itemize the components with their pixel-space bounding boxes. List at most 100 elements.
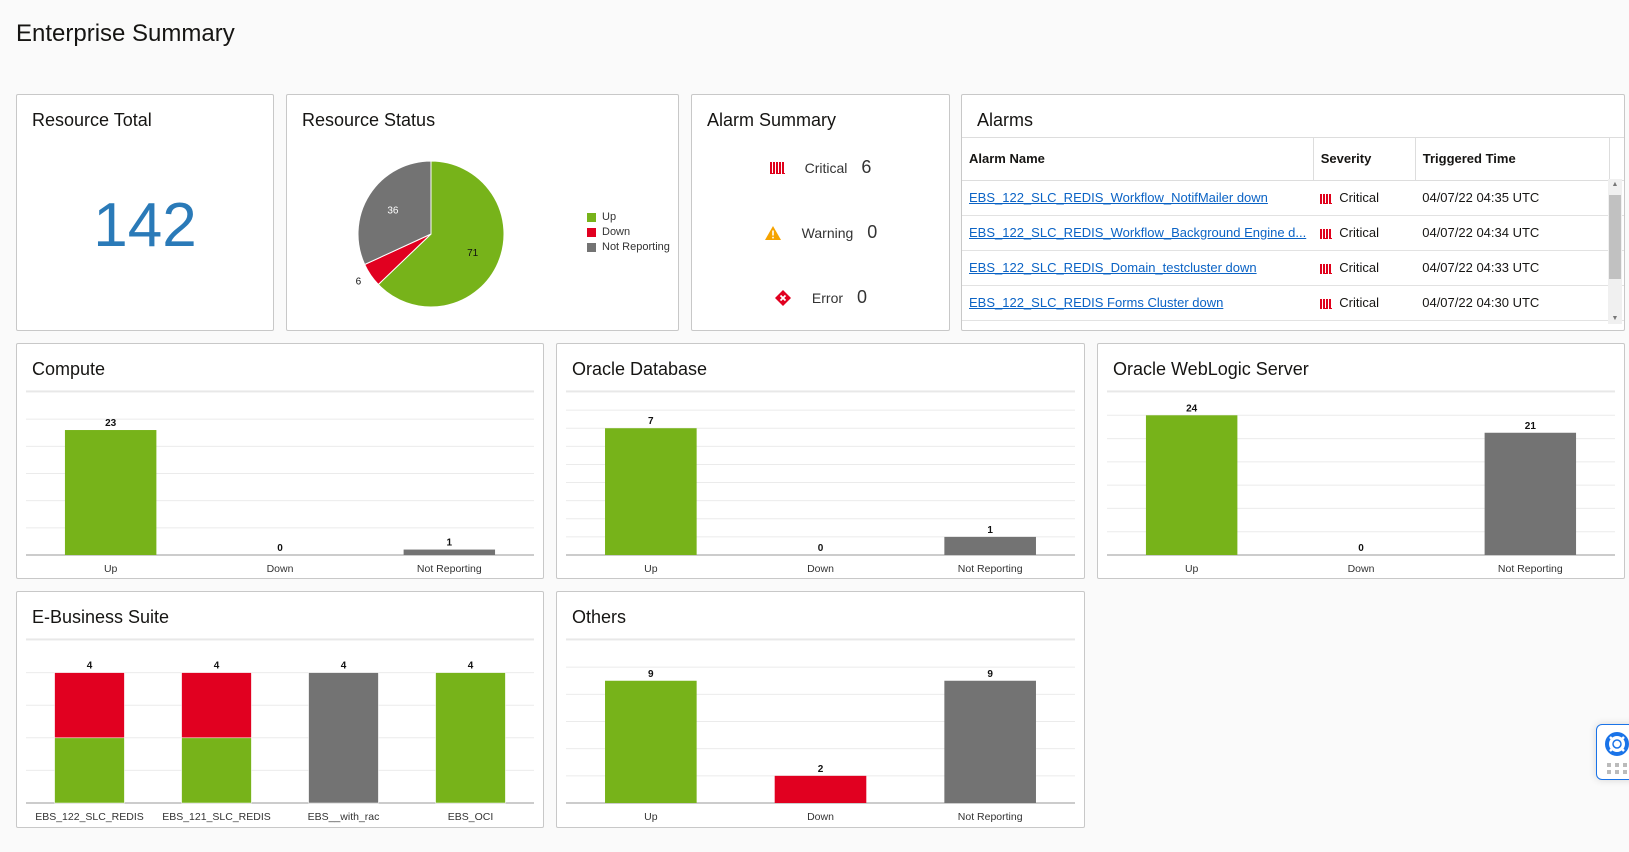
bar-segment-up[interactable] (54, 737, 125, 804)
pie-data-label: 36 (387, 206, 399, 217)
table-row[interactable]: EBS_122_SLC_REDIS_Domain_testcluster dow… (962, 250, 1624, 286)
ebusiness-suite-bar-chart: 4 EBS_122_SLC_REDIS 4 EBS_121_SLC_REDIS 4 EBS… (26, 638, 534, 823)
bar-data-label: 7 (648, 416, 654, 427)
bar-data-label: 4 (87, 661, 93, 672)
triggered-time-cell: 04/07/22 04:30 UTC (1415, 285, 1624, 321)
pie-slice-up[interactable] (377, 160, 505, 308)
bar-not-reporting[interactable] (944, 536, 1036, 555)
legend-item-not-reporting[interactable]: Not Reporting (587, 241, 670, 253)
severity-label: Critical (1339, 190, 1379, 205)
panel-title: Resource Status (302, 110, 436, 130)
x-tick-label: Not Reporting (958, 563, 1023, 575)
legend-label: Down (602, 226, 631, 238)
bar-not-reporting[interactable] (1484, 432, 1577, 555)
alarm-summary-critical[interactable]: Critical 6 (692, 157, 949, 178)
table-row[interactable]: EBS_122_SLC_REDIS_Workflow_NotifMailer d… (962, 180, 1624, 216)
bar-up[interactable] (605, 680, 697, 803)
scroll-down-icon[interactable]: ▼ (1611, 315, 1619, 322)
help-widget-button[interactable] (1596, 724, 1629, 780)
bar-segment-up[interactable] (181, 737, 252, 804)
x-tick-label: Down (807, 563, 834, 575)
alarm-summary-error[interactable]: Error 0 (692, 287, 949, 308)
bar-segment-up[interactable] (435, 672, 506, 804)
bar-data-label: 0 (1358, 543, 1364, 554)
x-tick-label: EBS_122_SLC_REDIS (35, 811, 144, 823)
alarm-link[interactable]: EBS_122_SLC_REDIS_Workflow_Background En… (969, 225, 1307, 240)
x-tick-label: Down (1348, 563, 1375, 575)
triggered-time-cell: 04/07/22 04:35 UTC (1415, 180, 1624, 216)
page-title: Enterprise Summary (16, 20, 235, 47)
legend-label: Not Reporting (602, 241, 670, 253)
critical-icon (1320, 298, 1333, 309)
x-tick-label: Up (644, 563, 658, 575)
resource-status-panel: Resource Status 71 6 36 Up Down Not Report… (286, 94, 679, 331)
error-icon (774, 289, 791, 306)
panel-title: Oracle Database (572, 359, 708, 379)
triggered-time-cell: 04/07/22 04:34 UTC (1415, 215, 1624, 251)
alarms-panel: Alarms Alarm Name Severity Triggered Tim… (961, 94, 1625, 331)
panel-title: Alarm Summary (707, 110, 837, 130)
alarms-table-wrap: Alarm Name Severity Triggered Time EBS_1… (962, 137, 1624, 321)
severity-label: Critical (1339, 225, 1379, 240)
scroll-up-icon[interactable]: ▲ (1611, 181, 1619, 188)
alarm-count: 0 (867, 222, 878, 242)
x-tick-label: Not Reporting (417, 563, 482, 575)
oracle-database-bar-chart: 7 Up 0 Down 1 Not Reporting (566, 390, 1075, 575)
table-row[interactable]: EBS_122_SLC_REDIS Forms Cluster down Cri… (962, 285, 1624, 321)
bar-data-label: 1 (447, 538, 453, 549)
bar-up[interactable] (1145, 415, 1238, 555)
panel-title: Compute (32, 359, 106, 379)
panel-title: Others (572, 607, 627, 627)
legend-item-down[interactable]: Down (587, 226, 670, 238)
resource-total-value[interactable]: 142 (93, 191, 197, 260)
bar-data-label: 2 (818, 764, 824, 775)
scrollbar-thumb[interactable] (1609, 195, 1621, 279)
bar-data-label: 24 (1186, 403, 1198, 414)
legend-swatch (587, 212, 596, 222)
alarm-label: Warning (801, 224, 854, 241)
severity-cell: Critical (1313, 250, 1416, 286)
bar-data-label: 1 (987, 525, 993, 536)
weblogic-bar-chart: 24 Up 0 Down 21 Not Reporting (1107, 390, 1615, 575)
alarm-name-cell: EBS_122_SLC_REDIS_Workflow_Background En… (962, 215, 1314, 251)
bar-segment-down[interactable] (54, 672, 125, 739)
column-header-severity[interactable]: Severity (1313, 138, 1416, 181)
x-tick-label: EBS_OCI (448, 811, 494, 823)
severity-cell: Critical (1313, 215, 1416, 251)
others-panel: Others 9 Up 2 Down 9 Not Reporting (556, 591, 1085, 828)
alarm-name-cell: EBS_122_SLC_REDIS_Workflow_NotifMailer d… (962, 180, 1314, 216)
alarm-summary-warning[interactable]: Warning 0 (692, 222, 949, 243)
x-tick-label: Not Reporting (1498, 563, 1563, 575)
alarms-scrollbar[interactable]: ▲ ▼ (1608, 179, 1622, 324)
bar-segment-not-reporting[interactable] (308, 672, 379, 804)
alarm-link[interactable]: EBS_122_SLC_REDIS_Domain_testcluster dow… (969, 260, 1257, 275)
x-tick-label: EBS_121_SLC_REDIS (162, 811, 271, 823)
x-tick-label: Up (104, 563, 118, 575)
bar-up[interactable] (64, 430, 157, 555)
lifebuoy-icon (1605, 732, 1629, 774)
bar-not-reporting[interactable] (944, 680, 1036, 803)
legend-swatch (587, 227, 596, 237)
column-header-triggered-time[interactable]: Triggered Time (1415, 138, 1610, 181)
bar-down[interactable] (774, 775, 867, 803)
ebusiness-suite-panel: E-Business Suite 4 EBS_122_SLC_REDIS 4 EBS_1… (16, 591, 544, 828)
alarm-link[interactable]: EBS_122_SLC_REDIS_Workflow_NotifMailer d… (969, 190, 1268, 205)
critical-icon (1320, 263, 1333, 274)
legend-swatch (587, 242, 596, 252)
alarm-link[interactable]: EBS_122_SLC_REDIS Forms Cluster down (969, 295, 1224, 310)
triggered-time-cell: 04/07/22 04:33 UTC (1415, 250, 1624, 286)
table-row[interactable]: EBS_122_SLC_REDIS_Workflow_Background En… (962, 215, 1624, 251)
severity-label: Critical (1339, 260, 1379, 275)
bar-data-label: 4 (468, 661, 474, 672)
compute-panel: Compute 23 Up 0 Down 1 Not Reporting (16, 343, 544, 579)
column-header-alarm-name[interactable]: Alarm Name (962, 138, 1314, 181)
alarm-label: Error (811, 289, 844, 306)
x-tick-label: Up (1185, 563, 1199, 575)
bar-segment-down[interactable] (181, 672, 252, 739)
bar-not-reporting[interactable] (403, 549, 496, 555)
resource-status-pie[interactable]: 71 6 36 (287, 95, 678, 330)
legend-item-up[interactable]: Up (587, 211, 670, 223)
bar-up[interactable] (605, 428, 697, 555)
pie-slice-not-reporting[interactable] (357, 160, 432, 266)
severity-cell: Critical (1313, 285, 1416, 321)
